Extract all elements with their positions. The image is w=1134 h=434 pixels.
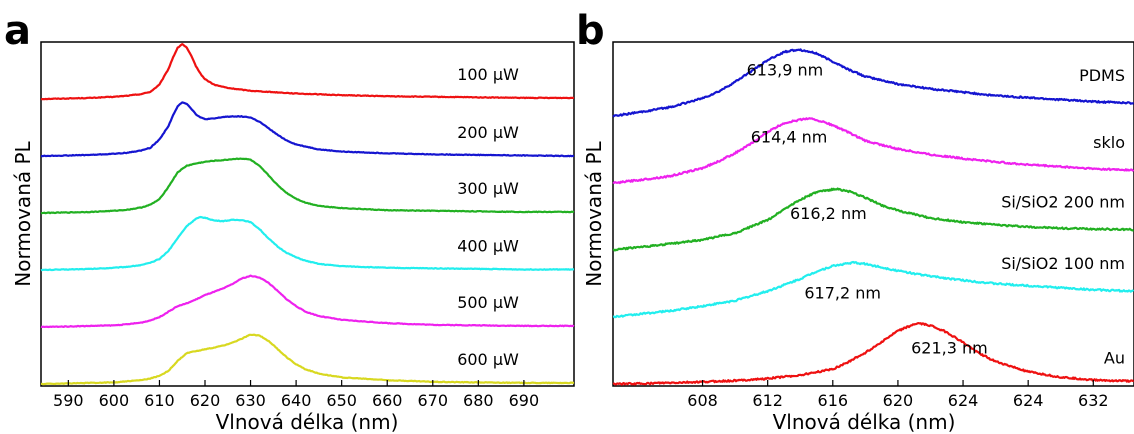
panel-a-x-ticks: 590 600 610 620 630 640 650 660 670 680 690 [53,380,539,410]
series-line-2 [40,157,575,215]
series-line-0 [612,48,1134,118]
series-label-3: Si/SiO2 100 nm [1001,254,1125,273]
panel-a-curves [40,43,575,386]
series-label-0: 100 µW [457,65,519,84]
panel-a: a 590 600 610 620 630 640 650 660 670 680 690 100 … [4,8,575,434]
x-tick-label: 650 [326,391,357,410]
x-tick-label: 660 [372,391,403,410]
x-tick-label: 690 [509,391,540,410]
series-label-2: Si/SiO2 200 nm [1001,193,1125,212]
series-label-1: 200 µW [457,123,519,142]
x-tick-label: 624 [948,391,979,410]
peak-label-2: 616,2 nm [790,204,867,223]
x-tick-label: 612 [752,391,783,410]
peak-label-4: 621,3 nm [911,338,988,357]
peak-label-0: 613,9 nm [747,60,824,79]
panel-a-x-axis-title: Vlnová délka (nm) [216,410,399,434]
panel-b-x-ticks: 608 612 616 620 624 624 632 [687,380,1109,410]
x-tick-label: 620 [883,391,914,410]
x-tick-label: 624 [1013,391,1044,410]
series-label-4: Au [1104,348,1125,367]
series-label-2: 300 µW [457,179,519,198]
series-line-4 [40,274,575,329]
x-tick-label: 590 [53,391,84,410]
series-line-0 [40,43,575,101]
series-label-4: 500 µW [457,293,519,312]
panel-a-series-labels: 100 µW 200 µW 300 µW 400 µW 500 µW 600 µW [457,65,519,369]
peak-label-1: 614,4 nm [751,127,828,146]
x-tick-label: 632 [1078,391,1109,410]
x-tick-label: 620 [190,391,221,410]
series-label-3: 400 µW [457,236,519,255]
panel-a-y-axis-title: Normovaná PL [11,140,35,286]
panel-b-x-axis-title: Vlnová délka (nm) [773,410,956,434]
x-tick-label: 616 [818,391,849,410]
panel-b-series-labels: PDMS sklo Si/SiO2 200 nm Si/SiO2 100 nm Au [1001,66,1125,367]
series-label-5: 600 µW [457,350,519,369]
panel-a-letter: a [4,8,31,54]
series-line-1 [612,117,1134,185]
series-label-1: sklo [1093,133,1125,152]
panel-a-plot-frame [40,41,575,387]
panel-b-letter: b [576,8,605,54]
panel-b: b 608 612 616 620 624 624 632 PDMS sklo Si/SiO2 … [576,8,1134,434]
panel-b-curves [612,48,1134,386]
panel-b-y-axis-title: Normovaná PL [582,140,606,286]
series-label-0: PDMS [1079,66,1125,85]
series-line-4 [612,322,1134,386]
series-line-2 [612,187,1134,252]
panel-b-peak-labels: 613,9 nm 614,4 nm 616,2 nm 617,2 nm 621,3 nm [747,60,988,357]
peak-label-3: 617,2 nm [804,284,881,303]
x-tick-label: 670 [418,391,449,410]
series-line-3 [40,215,575,272]
x-tick-label: 610 [144,391,175,410]
x-tick-label: 640 [281,391,312,410]
panel-b-plot-frame [612,41,1134,387]
x-tick-label: 600 [99,391,130,410]
x-tick-label: 608 [687,391,718,410]
x-tick-label: 630 [235,391,266,410]
series-line-3 [612,260,1134,319]
series-line-1 [40,101,575,158]
series-line-5 [40,333,575,386]
x-tick-label: 680 [463,391,494,410]
